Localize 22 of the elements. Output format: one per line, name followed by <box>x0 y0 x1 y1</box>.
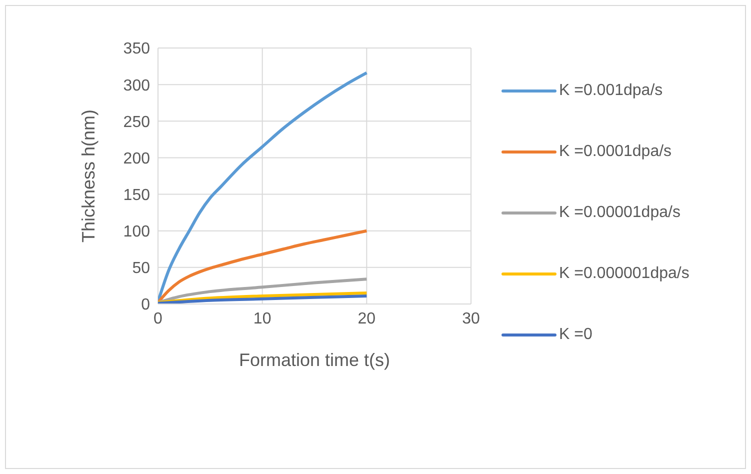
x-tick-label: 30 <box>462 310 480 328</box>
legend-label: K =0.000001dpa/s <box>559 264 690 282</box>
y-tick-label: 0 <box>141 296 150 314</box>
legend-label: K =0.001dpa/s <box>559 82 663 100</box>
y-axis-title: Thickness h(nm) <box>78 109 98 243</box>
line-series <box>158 278 368 304</box>
y-tick-label: 50 <box>132 260 150 278</box>
line-series <box>158 294 368 304</box>
y-tick-label: 150 <box>123 186 150 204</box>
x-tick-label: 20 <box>358 310 376 328</box>
y-tick-label: 250 <box>123 114 150 131</box>
legend-label: K =0 <box>559 326 592 344</box>
x-tick-label: 0 <box>154 310 163 328</box>
y-tick-label: 300 <box>123 77 150 94</box>
x-axis-title: Formation time t(s) <box>238 350 390 370</box>
y-tick-label: 200 <box>123 150 150 168</box>
y-tick-label: 100 <box>123 224 150 241</box>
line-series <box>158 229 368 304</box>
x-tick-label: 10 <box>253 310 272 328</box>
y-tick-label: 350 <box>123 40 150 58</box>
legend-label: K =0.00001dpa/s <box>559 204 680 222</box>
legend-label: K =0.0001dpa/s <box>559 142 672 160</box>
